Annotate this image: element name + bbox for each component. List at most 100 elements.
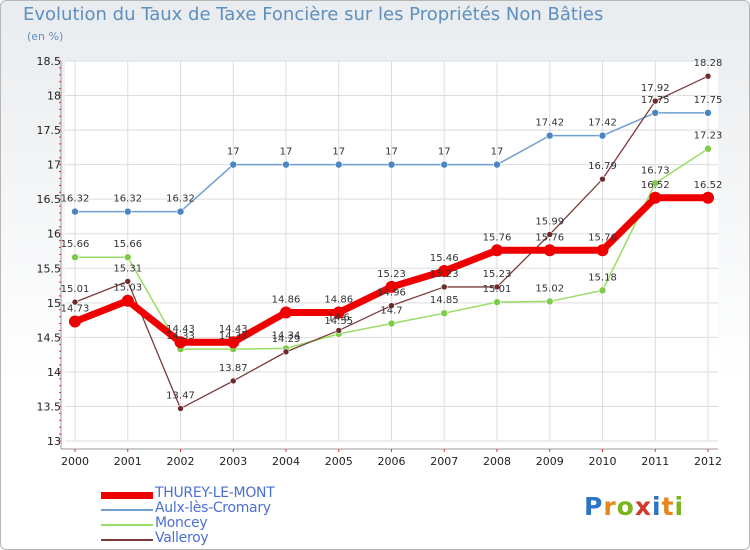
x-tick-label: 2006 — [378, 455, 406, 468]
data-label-aulx-l-s-cromary: 17 — [491, 147, 504, 158]
y-minor-tick — [59, 253, 61, 255]
data-point-thurey-le-mont — [121, 294, 134, 307]
data-label-aulx-l-s-cromary: 17.75 — [641, 95, 670, 106]
x-tick-label: 2007 — [430, 455, 458, 468]
data-label-aulx-l-s-cromary: 17 — [280, 147, 293, 158]
y-minor-tick — [59, 198, 61, 200]
data-point-aulx-l-s-cromary — [651, 109, 660, 117]
y-minor-tick — [59, 260, 61, 262]
data-label-aulx-l-s-cromary: 16.32 — [166, 194, 195, 205]
data-point-moncey — [704, 144, 712, 153]
y-tick-label: 16.5 — [37, 193, 62, 206]
data-point-aulx-l-s-cromary — [598, 131, 607, 140]
x-minor-tick — [127, 449, 129, 452]
y-minor-tick — [59, 177, 61, 179]
y-tick-label: 17.5 — [37, 124, 62, 137]
x-minor-tick — [549, 449, 551, 452]
data-point-valleroy — [124, 278, 132, 285]
data-point-thurey-le-mont — [385, 280, 398, 293]
data-point-moncey — [71, 253, 79, 262]
data-point-moncey — [651, 179, 660, 188]
data-point-aulx-l-s-cromary — [123, 207, 132, 216]
y-minor-tick — [59, 419, 61, 421]
data-label-aulx-l-s-cromary: 17.75 — [694, 95, 723, 106]
data-label-moncey: 15.66 — [61, 239, 90, 250]
data-label-moncey: 14.33 — [166, 331, 195, 342]
data-point-thurey-le-mont — [438, 265, 451, 278]
data-point-thurey-le-mont — [702, 191, 714, 204]
data-label-thurey-le-mont: 14.43 — [166, 324, 195, 335]
data-point-moncey — [123, 253, 132, 262]
brand-logo-letter: i — [674, 492, 685, 521]
y-minor-tick — [59, 219, 61, 221]
data-point-thurey-le-mont — [227, 336, 240, 349]
data-point-thurey-le-mont — [280, 306, 292, 319]
y-tick-label: 17 — [47, 159, 61, 172]
data-label-valleroy: 15.01 — [61, 284, 90, 295]
data-point-moncey — [598, 286, 607, 295]
data-label-valleroy: 13.47 — [166, 391, 195, 402]
brand-logo-letter: x — [634, 492, 652, 521]
data-point-valleroy — [177, 405, 184, 412]
data-point-valleroy — [704, 72, 712, 80]
brand-logo-letter: t — [661, 492, 675, 521]
data-point-aulx-l-s-cromary — [282, 160, 290, 169]
y-minor-tick — [59, 288, 61, 290]
data-point-valleroy — [388, 302, 395, 309]
data-label-aulx-l-s-cromary: 17 — [227, 147, 240, 158]
y-minor-tick — [59, 385, 61, 387]
x-tick-label: 2008 — [483, 455, 511, 468]
brand-logo-letter: i — [652, 492, 662, 521]
x-tick-label: 2002 — [167, 455, 195, 468]
y-minor-tick — [59, 343, 61, 345]
x-minor-tick — [338, 449, 340, 452]
y-minor-tick — [59, 323, 61, 325]
x-tick-label: 2009 — [536, 455, 564, 468]
y-minor-tick — [59, 267, 61, 269]
brand-logo-letter: o — [616, 492, 635, 521]
data-label-valleroy: 15.99 — [535, 216, 564, 227]
y-minor-tick — [59, 115, 61, 117]
data-point-thurey-le-mont — [491, 244, 503, 257]
data-point-moncey — [440, 309, 449, 317]
x-tick-label: 2001 — [114, 455, 142, 468]
data-label-valleroy: 16.79 — [588, 161, 617, 172]
data-label-aulx-l-s-cromary: 17 — [438, 147, 451, 158]
data-point-thurey-le-mont — [649, 191, 662, 204]
y-minor-tick — [59, 212, 61, 214]
data-point-moncey — [387, 319, 396, 328]
y-minor-tick — [59, 164, 61, 166]
data-label-moncey: 15.66 — [113, 239, 142, 250]
y-minor-tick — [59, 336, 61, 338]
y-minor-tick — [59, 295, 61, 297]
data-label-thurey-le-mont: 16.52 — [641, 180, 670, 191]
data-point-valleroy — [440, 283, 448, 291]
y-minor-tick — [59, 433, 61, 435]
y-minor-tick — [59, 399, 61, 401]
data-point-aulx-l-s-cromary — [387, 160, 396, 169]
y-minor-tick — [59, 240, 61, 242]
y-minor-tick — [59, 274, 61, 276]
x-minor-tick — [496, 449, 498, 452]
x-tick-label: 2005 — [325, 455, 353, 468]
y-minor-tick — [59, 67, 61, 69]
data-label-valleroy: 14.96 — [377, 288, 406, 299]
data-label-thurey-le-mont: 15.76 — [588, 232, 617, 243]
data-point-aulx-l-s-cromary — [545, 131, 554, 140]
data-label-valleroy: 17.92 — [641, 83, 670, 94]
x-minor-tick — [602, 449, 603, 452]
y-minor-tick — [59, 81, 61, 83]
y-minor-tick — [59, 60, 61, 62]
y-tick-label: 13.5 — [37, 400, 62, 413]
data-label-aulx-l-s-cromary: 17.42 — [535, 118, 564, 129]
unit-label: (en %) — [27, 30, 64, 43]
data-label-moncey: 15.02 — [535, 283, 564, 294]
legend-swatch — [101, 524, 153, 526]
y-minor-tick — [59, 233, 61, 235]
legend-swatch — [101, 539, 153, 541]
data-label-thurey-le-mont: 16.52 — [694, 180, 723, 191]
data-label-thurey-le-mont: 15.23 — [377, 269, 406, 280]
data-point-thurey-le-mont — [543, 244, 556, 257]
brand-logo-letter: P — [584, 492, 604, 521]
data-label-moncey: 14.34 — [272, 330, 301, 341]
